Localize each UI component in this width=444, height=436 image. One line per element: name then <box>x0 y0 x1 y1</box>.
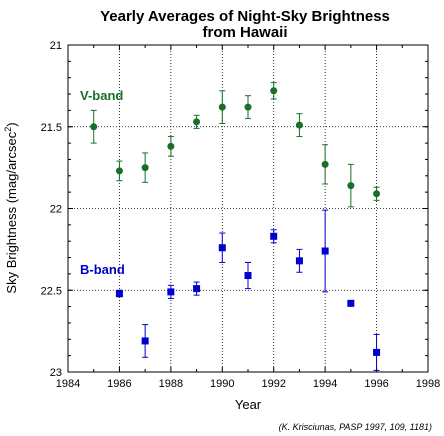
b-band-point <box>347 299 355 307</box>
b-band-point <box>115 290 123 298</box>
x-tick-label: 1984 <box>56 378 80 390</box>
v-band-point <box>167 142 175 150</box>
chart-title: Yearly Averages of Night-Sky Brightness <box>100 8 390 25</box>
x-tick-label: 1988 <box>159 378 183 390</box>
y-axis-label-main: Sky Brightness (mag/arcsec <box>4 131 19 293</box>
v-band-point <box>218 103 226 111</box>
v-band-point <box>141 164 149 172</box>
y-axis-label-close: ) <box>4 122 19 126</box>
y-tick-labels: 21 21.5 22 22.5 23 <box>41 40 62 379</box>
x-tick-label: 1998 <box>416 378 440 390</box>
y-axis-label: Sky Brightness (mag/arcsec2) <box>3 122 19 293</box>
y-tick-label: 21.5 <box>41 122 62 134</box>
v-band-point <box>90 123 98 131</box>
b-band-point <box>295 257 303 265</box>
y-tick-label: 22 <box>50 204 62 216</box>
b-band-point <box>218 244 226 252</box>
y-axis-label-superscript: 2 <box>3 127 13 132</box>
b-band-label: B-band <box>80 262 125 277</box>
x-tick-label: 1992 <box>261 378 285 390</box>
b-band-point <box>321 247 329 255</box>
v-band-point <box>193 118 201 126</box>
v-band-point <box>347 182 355 190</box>
x-tick-label: 1986 <box>107 378 131 390</box>
v-band-point <box>373 190 381 198</box>
b-band-point <box>141 337 149 345</box>
v-band-point <box>115 167 123 175</box>
axis-ticks <box>67 44 429 373</box>
chart-subtitle: from Hawaii <box>202 24 287 41</box>
v-band-point <box>321 160 329 168</box>
v-band-label: V-band <box>80 88 123 103</box>
v-band-point <box>270 87 278 95</box>
series-b-band <box>115 209 381 371</box>
y-tick-label: 22.5 <box>41 285 62 297</box>
v-band-point <box>295 121 303 129</box>
b-band-point <box>193 285 201 293</box>
x-tick-label: 1990 <box>210 378 234 390</box>
x-tick-label: 1996 <box>364 378 388 390</box>
x-axis-label: Year <box>235 397 262 412</box>
source-credit: (K. Krisciunas, PASP 1997, 109, 1181) <box>279 422 432 432</box>
y-tick-label: 21 <box>50 40 62 52</box>
b-band-point <box>270 232 278 240</box>
x-tick-label: 1994 <box>313 378 337 390</box>
y-tick-label: 23 <box>50 367 62 379</box>
b-band-point <box>373 348 381 356</box>
b-band-point <box>167 288 175 296</box>
x-tick-labels: 1984 1986 1988 1990 1992 1994 1996 1998 <box>56 378 440 390</box>
series-v-band <box>90 82 381 208</box>
v-band-point <box>244 103 252 111</box>
b-band-point <box>244 272 252 280</box>
